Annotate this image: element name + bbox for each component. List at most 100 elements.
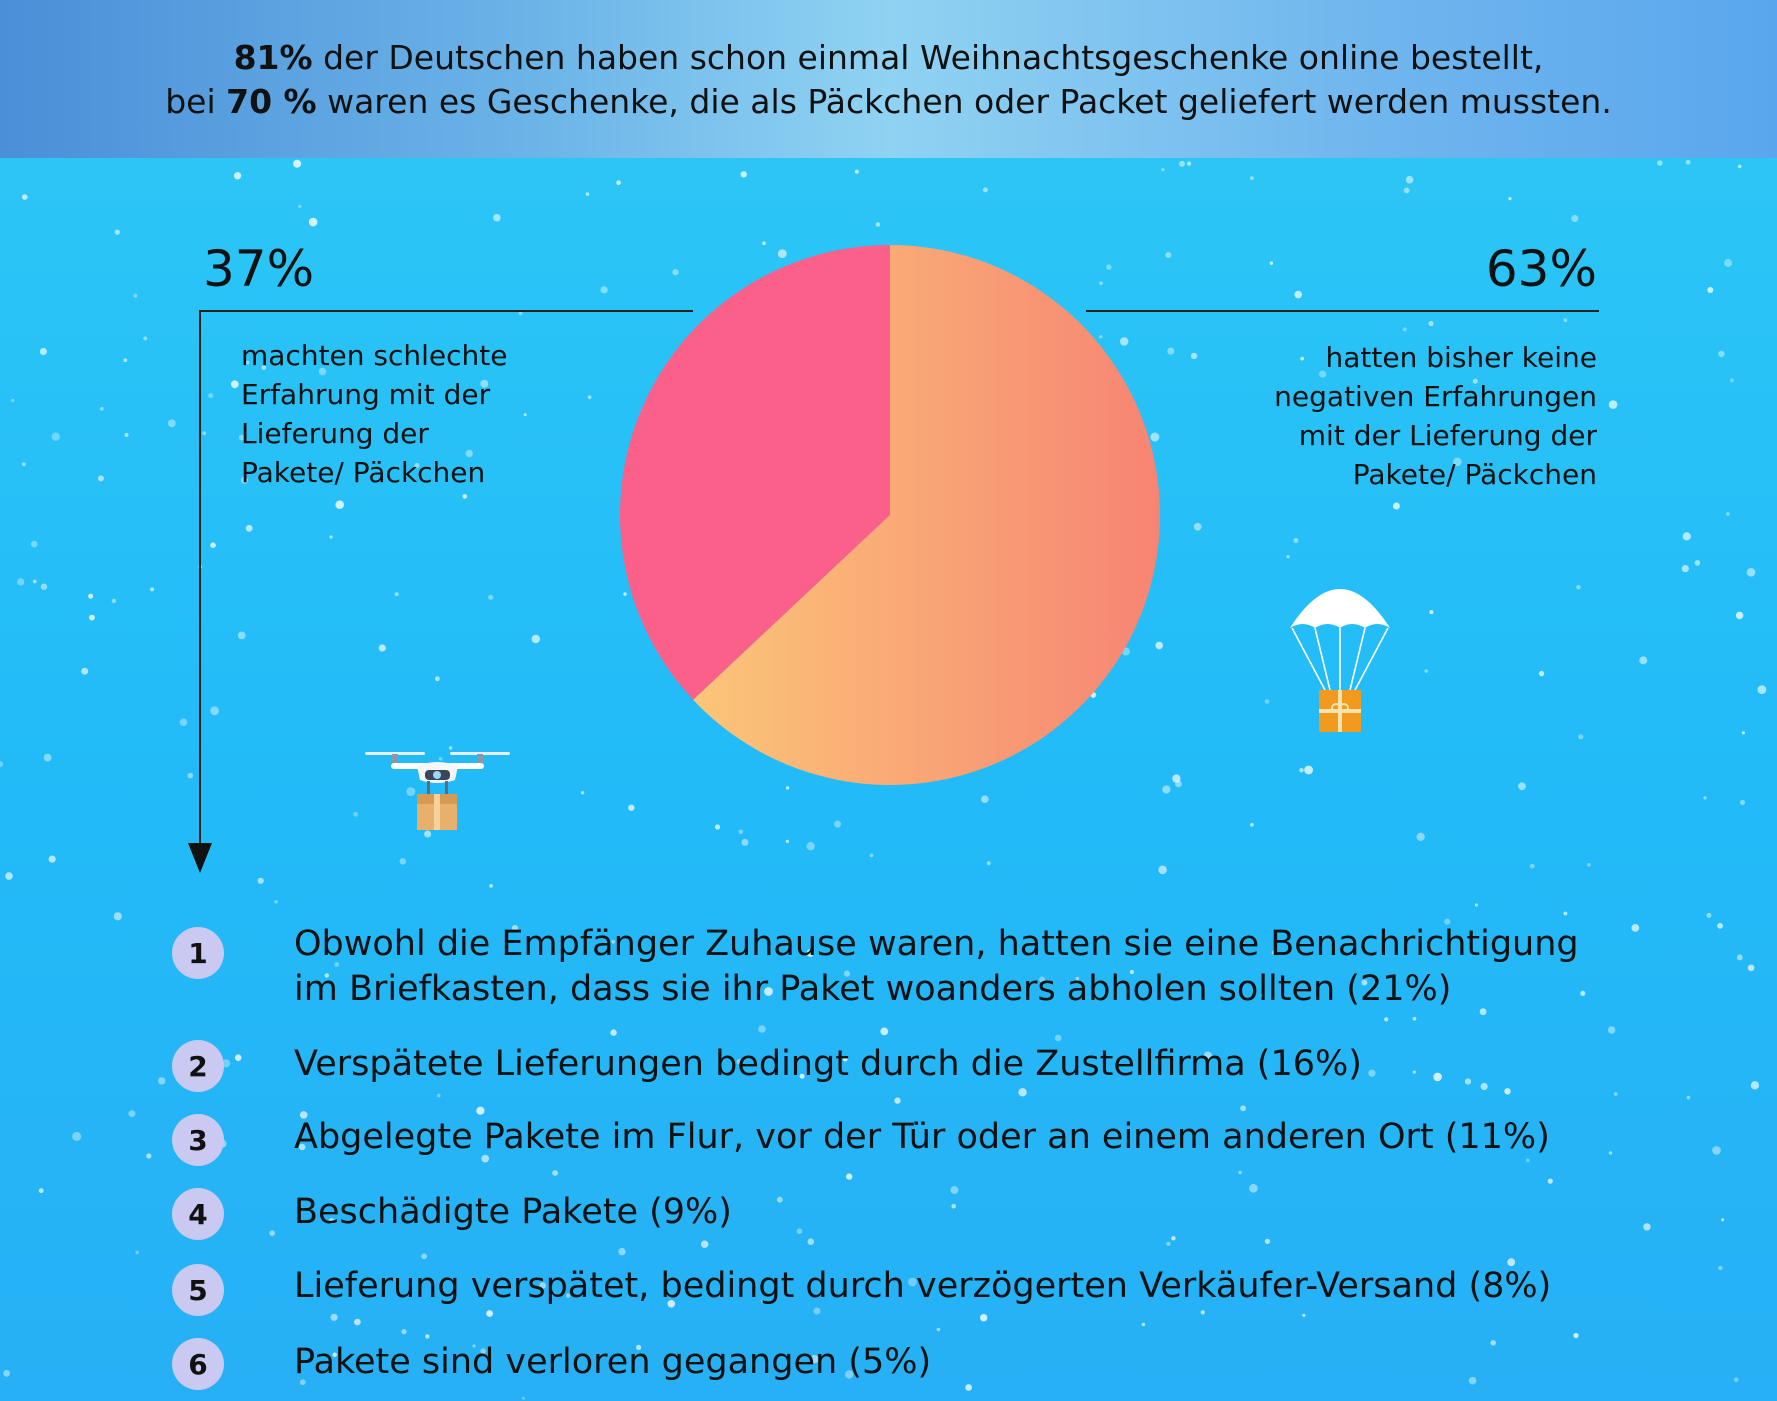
list-item-line: Beschädigte Pakete (9%) (294, 1192, 732, 1232)
snowflake-dot (799, 1073, 805, 1079)
snowflake-dot (741, 838, 749, 846)
snowflake-dot (1269, 261, 1274, 265)
snowflake-dot (1361, 979, 1368, 986)
snowflake-dot (1300, 356, 1305, 361)
snowflake-dot (1200, 1310, 1205, 1315)
description-positive-line: negativen Erfahrungen (1274, 380, 1597, 413)
snowflake-dot (1412, 1016, 1417, 1021)
list-item-line: Pakete sind verloren gegangen (5%) (294, 1342, 932, 1382)
snowflake-dot (1187, 161, 1192, 166)
list-number-badge: 1 (172, 927, 224, 979)
snowflake-dot (230, 380, 239, 389)
snowflake-dot (1707, 287, 1714, 293)
description-negative: machten schlechte Erfahrung mit der Lief… (241, 336, 541, 492)
snowflake-dot (1474, 903, 1478, 907)
snowflake-dot (611, 940, 615, 944)
snowflake-dot (1741, 731, 1745, 735)
description-positive-line: Pakete/ Päckchen (1352, 458, 1597, 491)
list-number-badge: 4 (172, 1188, 224, 1240)
snowflake-dot (113, 912, 122, 921)
snowflake-dot (299, 1111, 308, 1119)
description-negative-line: machten schlechte (241, 339, 508, 372)
snowflake-dot (1193, 522, 1202, 531)
snowflake-dot (1717, 922, 1723, 929)
snowflake-dot (1271, 950, 1277, 955)
snowflake-dot (1608, 1151, 1613, 1155)
snowflake-dot (1319, 370, 1327, 378)
snowflake-dot (1472, 378, 1478, 384)
snowflake-dot (1706, 912, 1712, 918)
snowflake-dot (539, 1282, 546, 1289)
snowflake-dot (667, 1300, 676, 1308)
snowflake-dot (1238, 1170, 1242, 1175)
snowflake-dot (3, 1369, 10, 1377)
list-item-line: Obwohl die Empfänger Zuhause waren, hatt… (294, 924, 1579, 964)
snowflake-dot (764, 987, 773, 996)
snowflake-dot (481, 1154, 490, 1163)
header-line-2-text: waren es Geschenke, die als Päckchen ode… (316, 82, 1612, 121)
snowflake-dot (1736, 954, 1743, 961)
snowflake-dot (1563, 911, 1568, 916)
snowflake-dot (489, 884, 493, 888)
snowflake-dot (1165, 252, 1172, 258)
snowflake-dot (1260, 993, 1265, 998)
snowflake-dot (425, 1334, 430, 1339)
snowflake-dot (401, 1329, 407, 1335)
snowflake-dot (796, 1228, 803, 1234)
snowflake-dot (908, 1277, 917, 1287)
snowflake-dot (846, 1173, 853, 1180)
snowflake-dot (1757, 685, 1767, 694)
snowflake-dot (1444, 918, 1451, 925)
snowflake-dot (1299, 768, 1304, 773)
snowflake-dot (1578, 734, 1584, 740)
snowflake-dot (1433, 1072, 1442, 1082)
list-item-text: Beschädigte Pakete (9%) (294, 1190, 1594, 1235)
snowflake-dot (414, 462, 420, 469)
snowflake-dot (146, 1153, 152, 1159)
snowflake-dot (758, 1025, 766, 1033)
snowflake-dot (97, 475, 104, 482)
snowflake-dot (806, 842, 815, 851)
snowflake-dot (623, 592, 627, 596)
list-item-text: Verspätete Lieferungen bedingt durch die… (294, 1042, 1594, 1087)
snowflake-dot (785, 786, 790, 790)
snowflake-dot (1724, 258, 1733, 267)
snowflake-dot (261, 365, 267, 370)
snowflake-dot (5, 872, 13, 880)
snowflake-dot (1150, 432, 1160, 442)
snowflake-dot (981, 795, 989, 803)
snowflake-dot (269, 1230, 276, 1236)
snowflake-dot (1685, 159, 1691, 165)
snowflake-dot (982, 187, 988, 193)
snowflake-dot (1099, 335, 1103, 339)
snowflake-dot (1075, 976, 1080, 981)
snowflake-dot (785, 839, 790, 844)
snowflake-dot (1468, 1376, 1477, 1385)
snowflake-dot (81, 667, 89, 675)
snowflake-dot (421, 1253, 427, 1260)
description-negative-line: Pakete/ Päckchen (241, 456, 486, 489)
snowflake-dot (1712, 1146, 1721, 1155)
snowflake-dot (1166, 1241, 1171, 1247)
snowflake-dot (1141, 1322, 1146, 1327)
snowflake-dot (552, 1170, 558, 1176)
snowflake-dot (99, 407, 104, 411)
snowflake-dot (875, 222, 881, 227)
snowflake-dot (566, 1293, 571, 1298)
snowflake-dot (672, 269, 679, 276)
snowflake-dot (480, 379, 489, 388)
snowflake-dot (518, 311, 523, 316)
header-stat-81: 81% (233, 38, 313, 77)
list-item-text: Abgelegte Pakete im Flur, vor der Tür od… (294, 1115, 1594, 1160)
snowflake-dot (448, 746, 453, 750)
snowflake-dot (1129, 969, 1134, 975)
snowflake-dot (1681, 565, 1689, 573)
snowflake-dot (1429, 610, 1434, 615)
snowflake-dot (618, 1247, 626, 1256)
snowflake-dot (1587, 863, 1591, 867)
snowflake-dot (1571, 215, 1579, 222)
snowflake-dot (585, 192, 590, 196)
snowflake-dot (511, 925, 519, 932)
snowflake-dot (299, 1143, 306, 1151)
